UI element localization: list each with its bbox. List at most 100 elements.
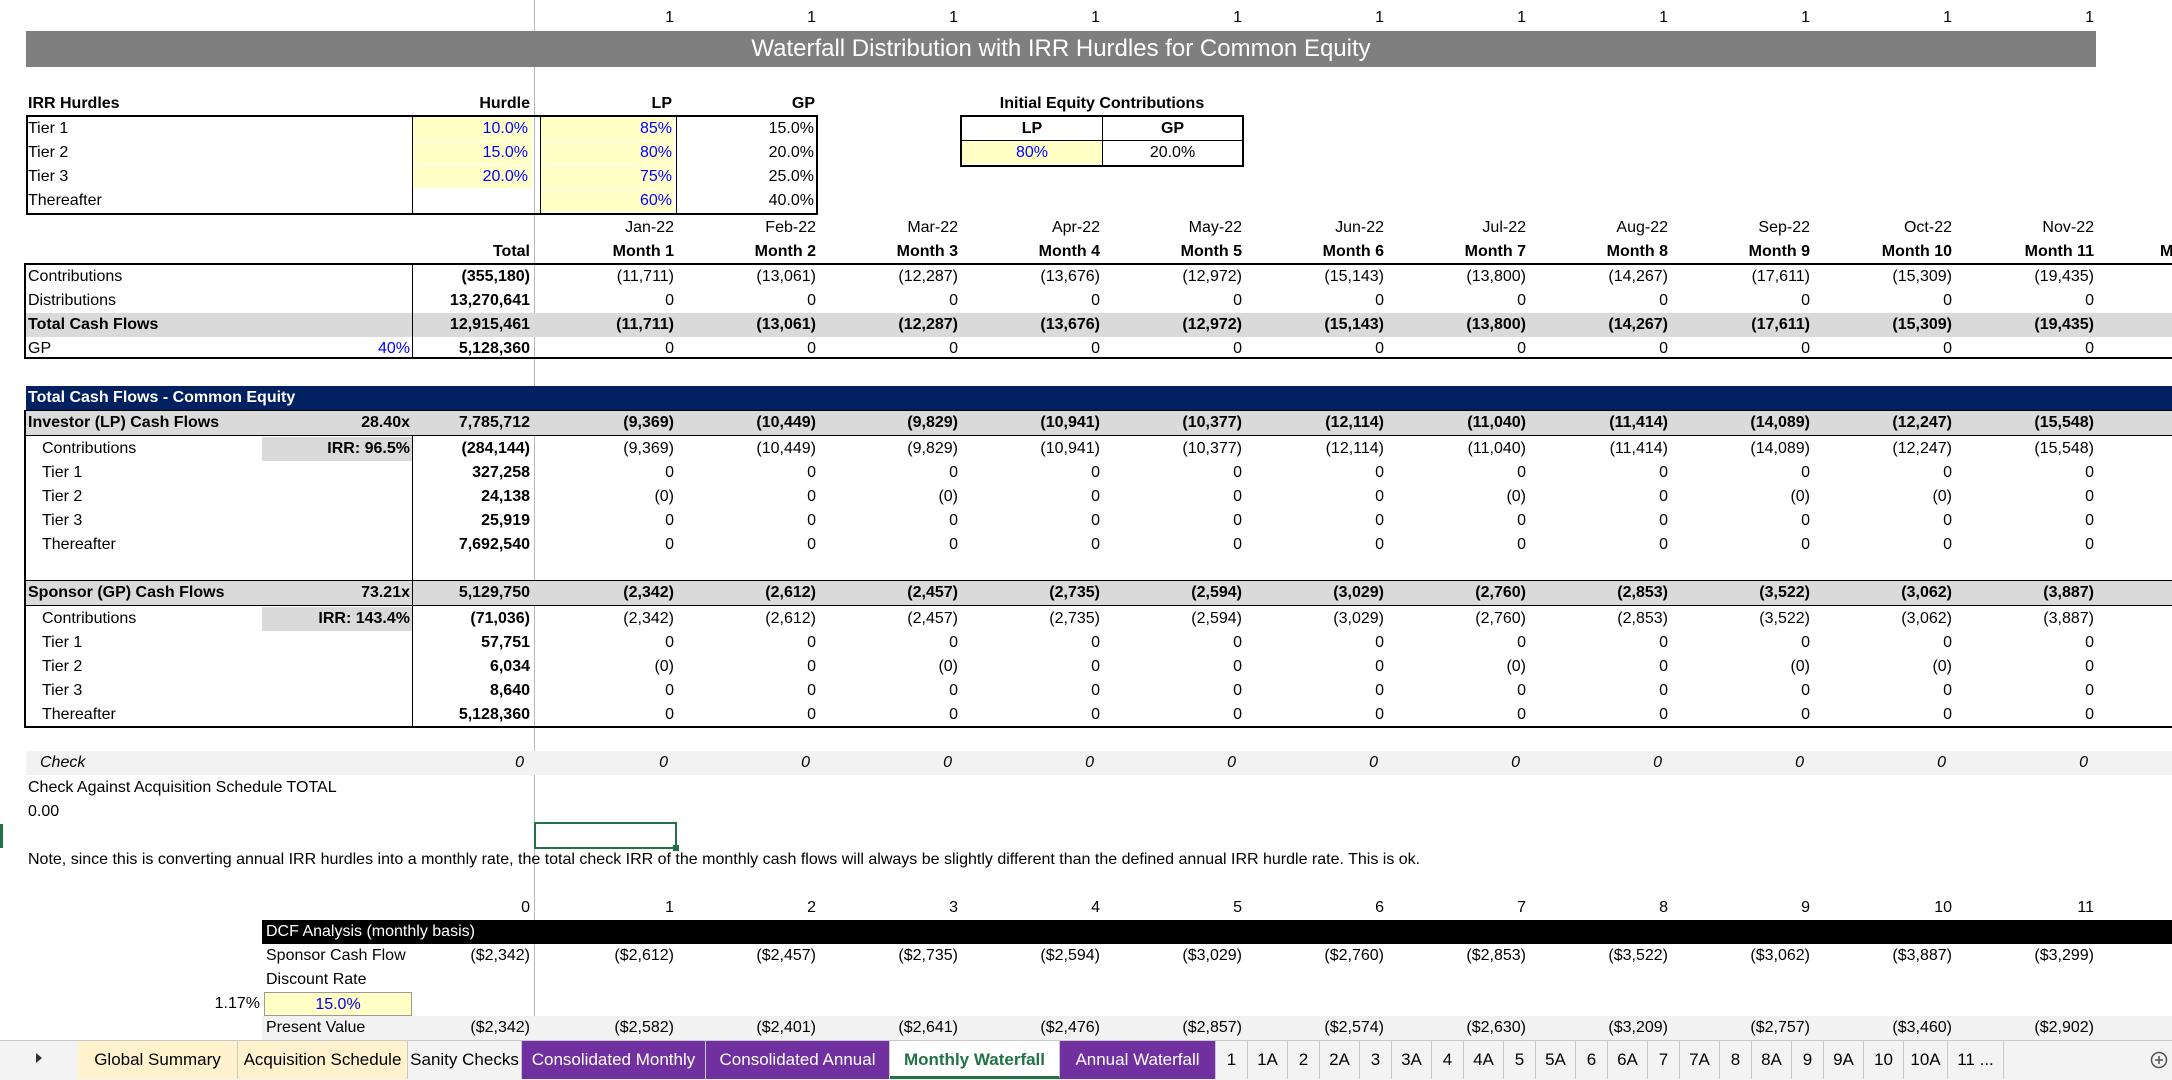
lp-tier3-cell[interactable]: 0 [1233,512,1242,529]
hurdle-gp-split-value[interactable]: 15.0% [768,120,814,137]
distributions-cell[interactable]: 0 [1517,292,1526,309]
lp-tier3-cell[interactable]: 0 [1659,512,1668,529]
lp-contribution-cell[interactable]: (9,829) [907,440,958,457]
sp-tier3-cell[interactable]: 0 [949,682,958,699]
distributions-cell[interactable]: 0 [949,292,958,309]
sp-cash-flow-cell[interactable]: (3,062) [1901,584,1952,601]
sp-row-total[interactable]: 6,034 [489,658,530,675]
contributions-cell[interactable]: (17,611) [1751,268,1810,285]
tab-1a[interactable]: 1A [1248,1041,1288,1079]
lp-tier3-cell[interactable]: 0 [1091,512,1100,529]
lp-tier1-cell[interactable]: 0 [1517,464,1526,481]
lp-contribution-cell[interactable]: (14,089) [1750,440,1810,457]
lp-cash-flow-cell[interactable]: (10,941) [1040,414,1100,431]
dcf-present-value[interactable]: ($2,857) [1182,1019,1242,1036]
total-cash-flow-cell[interactable]: (11,711) [616,316,674,333]
hurdle-lp-split-input[interactable]: 85% [540,117,674,140]
selected-cell[interactable] [534,822,677,849]
gp-cell[interactable]: 0 [1517,340,1526,357]
lp-tier3-cell[interactable]: 0 [665,512,674,529]
sp-thereafter-cell[interactable]: 0 [1375,706,1384,723]
gp-cell[interactable]: 0 [2085,340,2094,357]
dcf-sponsor-cash-flow[interactable]: ($3,299) [2034,947,2094,964]
initial-equity-lp-input[interactable]: 80% [962,141,1102,164]
sp-tier3-cell[interactable]: 0 [807,682,816,699]
tab-11[interactable]: 11 ... [1948,1041,2004,1079]
distributions-cell[interactable]: 0 [1233,292,1242,309]
sp-tier2-cell[interactable]: 0 [1233,658,1242,675]
sp-tier1-cell[interactable]: 0 [1659,634,1668,651]
sp-thereafter-cell[interactable]: 0 [1517,706,1526,723]
sp-tier1-cell[interactable]: 0 [949,634,958,651]
tab-10[interactable]: 10 [1864,1041,1904,1079]
sp-thereafter-cell[interactable]: 0 [949,706,958,723]
lp-tier1-cell[interactable]: 0 [1233,464,1242,481]
sp-tier2-cell[interactable]: (0) [1790,658,1810,675]
distributions-total[interactable]: 13,270,641 [449,292,530,309]
tab-global-summary[interactable]: Global Summary [78,1041,238,1079]
lp-contribution-cell[interactable]: (10,449) [756,440,816,457]
check-cell[interactable]: 0 [1227,754,1236,771]
lp-tier1-cell[interactable]: 0 [1801,464,1810,481]
check-against-value[interactable]: 0.00 [28,803,60,820]
lp-row-total[interactable]: 25,919 [481,512,530,529]
sp-tier1-cell[interactable]: 0 [1943,634,1952,651]
lp-tier2-cell[interactable]: 0 [1375,488,1384,505]
lp-cash-flow-cell[interactable]: (10,449) [756,414,816,431]
tab-3[interactable]: 3 [1360,1041,1392,1079]
sp-tier3-cell[interactable]: 0 [1091,682,1100,699]
dcf-present-value[interactable]: ($3,460) [1892,1019,1952,1036]
total-cash-flow-cell[interactable]: (15,309) [1892,316,1952,333]
total-cash-flow-cell[interactable]: (14,267) [1608,316,1668,333]
hurdle-lp-split-input[interactable]: 80% [540,141,674,164]
lp-cash-flow-cell[interactable]: (12,114) [1325,414,1384,431]
distributions-cell[interactable]: 0 [665,292,674,309]
dcf-sponsor-cash-flow[interactable]: ($2,612) [614,947,674,964]
dcf-discount-rate-input[interactable]: 15.0% [264,992,412,1016]
tab-2[interactable]: 2 [1288,1041,1320,1079]
dcf-sponsor-cash-flow[interactable]: ($3,522) [1608,947,1668,964]
sp-thereafter-cell[interactable]: 0 [1659,706,1668,723]
lp-thereafter-cell[interactable]: 0 [1801,536,1810,553]
gp-cell[interactable]: 0 [1375,340,1384,357]
tab-9a[interactable]: 9A [1824,1041,1864,1079]
sp-cash-flow-cell[interactable]: (2,735) [1049,584,1100,601]
dcf-sponsor-cash-flow[interactable]: ($2,760) [1324,947,1384,964]
hurdle-rate-input[interactable]: 20.0% [412,165,532,188]
hurdle-rate-input[interactable]: 15.0% [412,141,532,164]
sp-tier3-cell[interactable]: 0 [1375,682,1384,699]
sp-tier3-cell[interactable]: 0 [1943,682,1952,699]
lp-tier2-cell[interactable]: 0 [1091,488,1100,505]
lp-tier3-cell[interactable]: 0 [949,512,958,529]
lp-row-total[interactable]: (284,144) [461,440,531,457]
distributions-cell[interactable]: 0 [1375,292,1384,309]
sp-tier3-cell[interactable]: 0 [665,682,674,699]
check-cell[interactable]: 0 [1653,754,1662,771]
sp-row-total[interactable]: 5,128,360 [458,706,530,723]
sp-tier2-cell[interactable]: 0 [1091,658,1100,675]
lp-thereafter-cell[interactable]: 0 [1943,536,1952,553]
distributions-cell[interactable]: 0 [1659,292,1668,309]
sp-tier3-cell[interactable]: 0 [1233,682,1242,699]
sp-cash-flow-cell[interactable]: (3,029) [1333,584,1384,601]
tab-4a[interactable]: 4A [1464,1041,1504,1079]
hurdle-rate-input[interactable] [412,189,532,212]
check-total[interactable]: 0 [515,754,524,771]
sp-row-total[interactable]: 8,640 [489,682,530,699]
spreadsheet-grid[interactable]: Waterfall Distribution with IRR Hurdles … [0,0,2172,1040]
tab-10a[interactable]: 10A [1904,1041,1948,1079]
total-cash-flows-total[interactable]: 12,915,461 [449,316,530,333]
dcf-present-value[interactable]: ($2,630) [1466,1019,1526,1036]
lp-tier2-cell[interactable]: 0 [807,488,816,505]
sp-tier3-cell[interactable]: 0 [1659,682,1668,699]
sp-tier2-cell[interactable]: (0) [938,658,958,675]
tab-5[interactable]: 5 [1504,1041,1536,1079]
sp-contribution-cell[interactable]: (3,887) [2043,610,2094,627]
sp-row-total[interactable]: 57,751 [481,634,530,651]
distributions-cell[interactable]: 0 [2085,292,2094,309]
dcf-sponsor-cash-flow[interactable]: ($3,029) [1182,947,1242,964]
sp-contribution-cell[interactable]: (2,457) [907,610,958,627]
sp-tier2-cell[interactable]: (0) [1932,658,1952,675]
lp-tier3-cell[interactable]: 0 [1801,512,1810,529]
sp-thereafter-cell[interactable]: 0 [665,706,674,723]
